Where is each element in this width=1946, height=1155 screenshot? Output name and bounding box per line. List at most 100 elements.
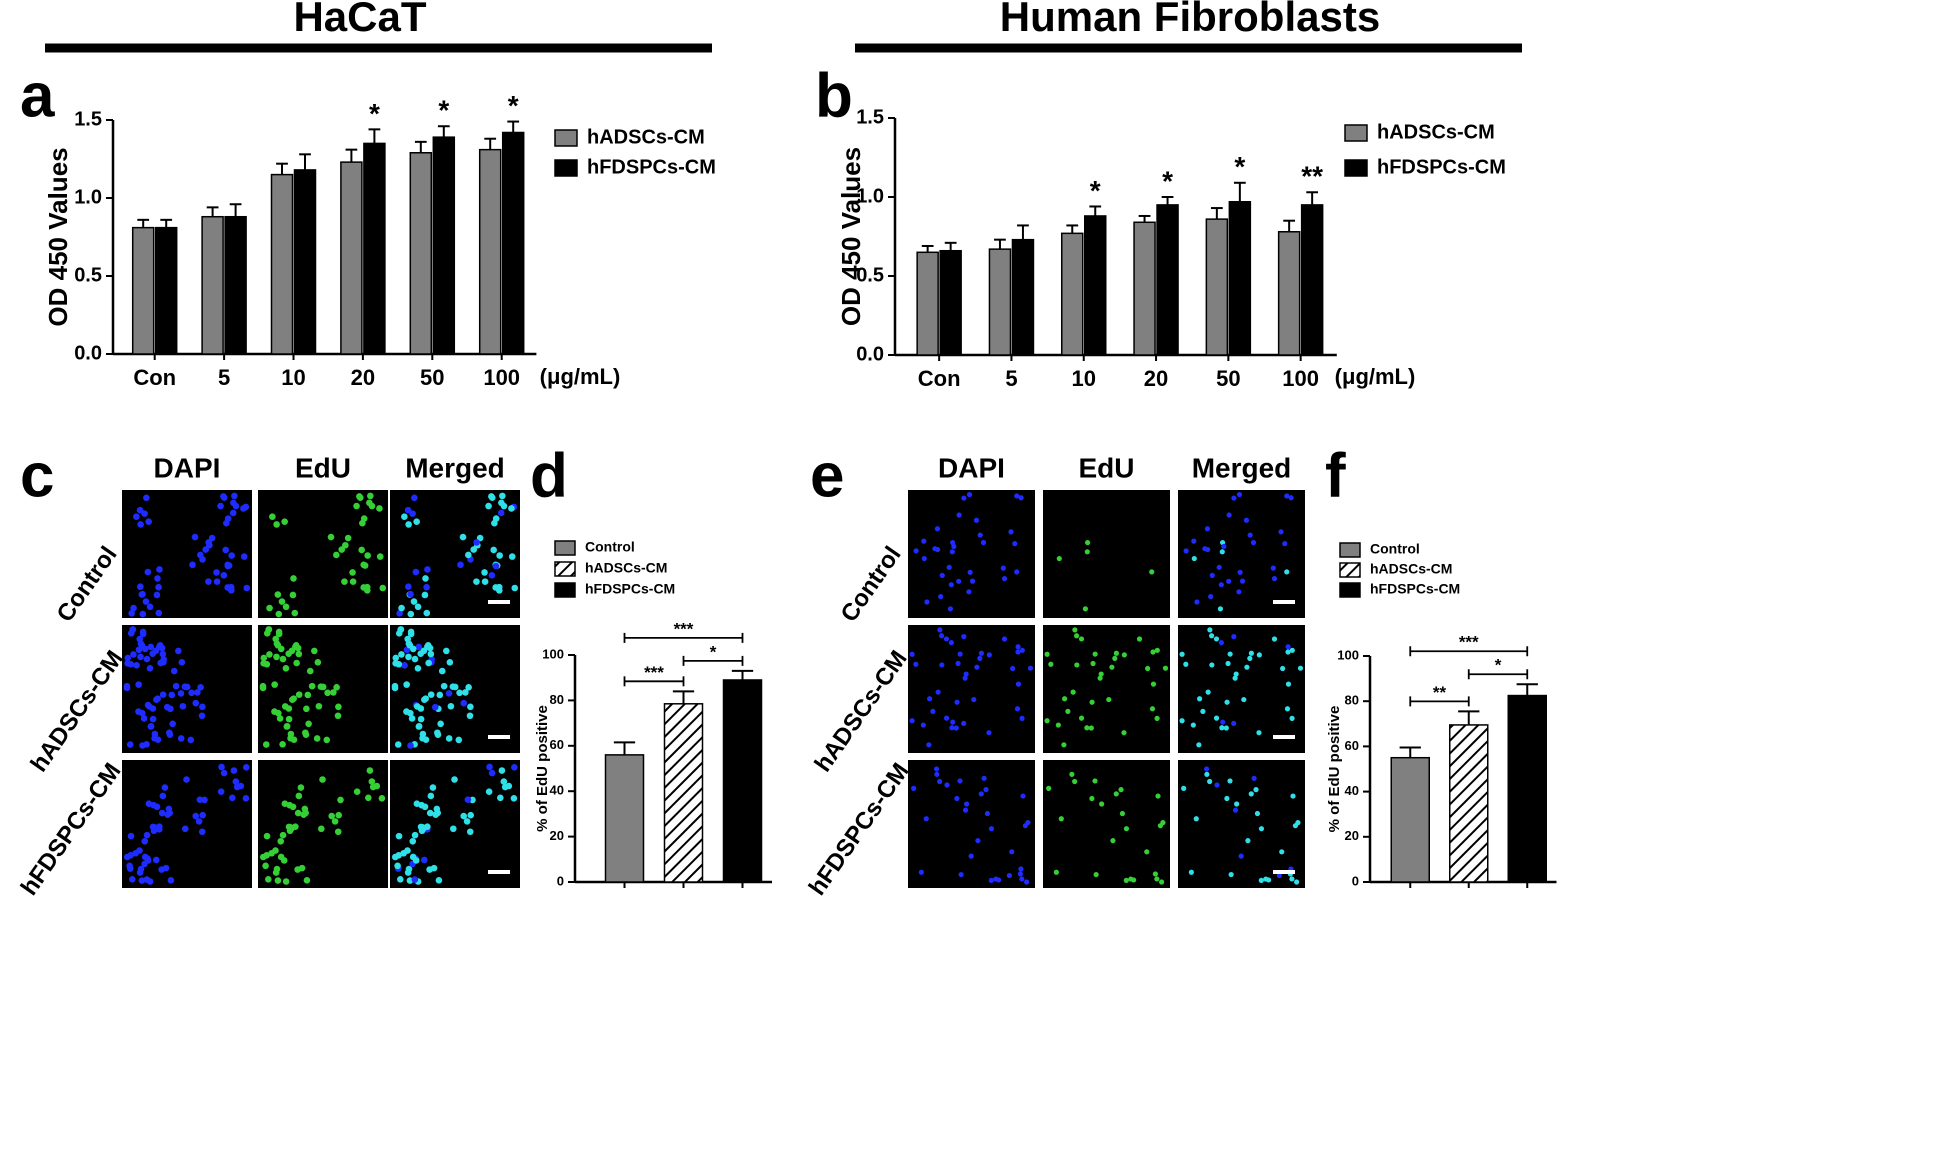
cell	[1017, 871, 1023, 877]
cell	[290, 695, 297, 702]
cell	[1209, 633, 1215, 639]
cell	[921, 538, 927, 544]
cell	[187, 736, 195, 744]
cell	[276, 715, 284, 722]
cell	[1001, 636, 1008, 642]
cell	[1149, 706, 1156, 712]
bar	[1507, 694, 1547, 883]
panel-letter: f	[1325, 441, 1346, 510]
cell	[273, 521, 280, 528]
cell	[1191, 555, 1197, 562]
panel-letter: b	[815, 61, 853, 130]
cell	[305, 720, 312, 728]
bar	[201, 215, 224, 355]
cell	[459, 533, 467, 541]
cell	[918, 869, 924, 875]
cell	[1290, 793, 1296, 799]
cell	[1250, 539, 1257, 546]
cell	[409, 510, 416, 517]
cell	[146, 603, 154, 611]
cell	[154, 695, 161, 702]
cell	[289, 591, 297, 599]
scale-bar	[488, 600, 510, 604]
x-tick-label: 20	[351, 365, 375, 390]
cell	[1006, 872, 1012, 879]
cell	[230, 767, 238, 774]
cell	[449, 825, 457, 833]
cell	[242, 794, 250, 802]
cell	[286, 827, 294, 835]
cell	[202, 546, 210, 553]
cell	[333, 551, 340, 559]
cell	[488, 769, 496, 777]
cell	[334, 828, 342, 836]
cell	[295, 650, 303, 658]
micrograph	[1043, 760, 1170, 888]
cell	[139, 742, 146, 749]
cell	[138, 641, 146, 649]
cell	[957, 651, 963, 657]
cell	[335, 703, 342, 711]
cell	[490, 546, 497, 554]
cell	[147, 643, 155, 651]
cell	[1289, 715, 1295, 721]
cell	[1228, 871, 1234, 878]
y-tick-label: 40	[550, 783, 564, 798]
cell	[500, 502, 508, 510]
cell	[406, 641, 414, 649]
cell	[1078, 715, 1085, 721]
column-label: Merged	[1192, 452, 1292, 483]
cell	[983, 787, 989, 793]
cell	[165, 805, 173, 813]
cell	[1247, 532, 1253, 538]
cell	[1014, 706, 1021, 712]
cell	[986, 730, 992, 736]
cell	[154, 736, 162, 743]
y-axis-label: % of EdU positive	[534, 705, 551, 832]
cell	[129, 626, 137, 633]
cell	[217, 788, 225, 795]
cell	[944, 782, 950, 788]
y-tick-label: 60	[550, 737, 564, 752]
significance: **	[1301, 161, 1323, 192]
micrograph	[908, 760, 1035, 888]
cell	[1193, 816, 1199, 822]
cell	[1109, 664, 1115, 670]
cell	[281, 800, 289, 807]
cell	[913, 548, 919, 554]
cell	[1098, 671, 1104, 677]
cell	[1027, 665, 1034, 671]
cell	[139, 590, 146, 598]
cell	[1224, 795, 1230, 802]
cell	[411, 831, 419, 839]
cell	[417, 715, 425, 723]
cell	[275, 709, 282, 717]
cell	[961, 720, 967, 727]
cell	[937, 627, 943, 633]
header: Human Fibroblasts	[1000, 0, 1380, 40]
y-tick-label: 1.0	[856, 185, 884, 207]
bar	[722, 679, 763, 883]
cell	[278, 598, 286, 605]
bar	[663, 703, 704, 883]
cell	[956, 578, 962, 584]
cell	[1044, 718, 1050, 724]
y-tick-label: 0	[1352, 873, 1359, 888]
cell	[290, 736, 298, 743]
cell	[1226, 578, 1232, 584]
cell	[466, 712, 474, 720]
micrograph	[908, 625, 1035, 753]
cell	[1113, 650, 1119, 656]
cell	[414, 603, 422, 611]
cell	[939, 633, 945, 639]
cell	[1226, 512, 1232, 518]
cell	[1234, 801, 1240, 807]
cell	[449, 683, 457, 690]
cell	[1089, 699, 1095, 705]
cell	[1285, 681, 1292, 687]
y-axis-label: OD 450 Values	[43, 147, 73, 326]
cell	[470, 546, 478, 553]
cell	[1183, 548, 1189, 554]
cell	[911, 785, 917, 791]
